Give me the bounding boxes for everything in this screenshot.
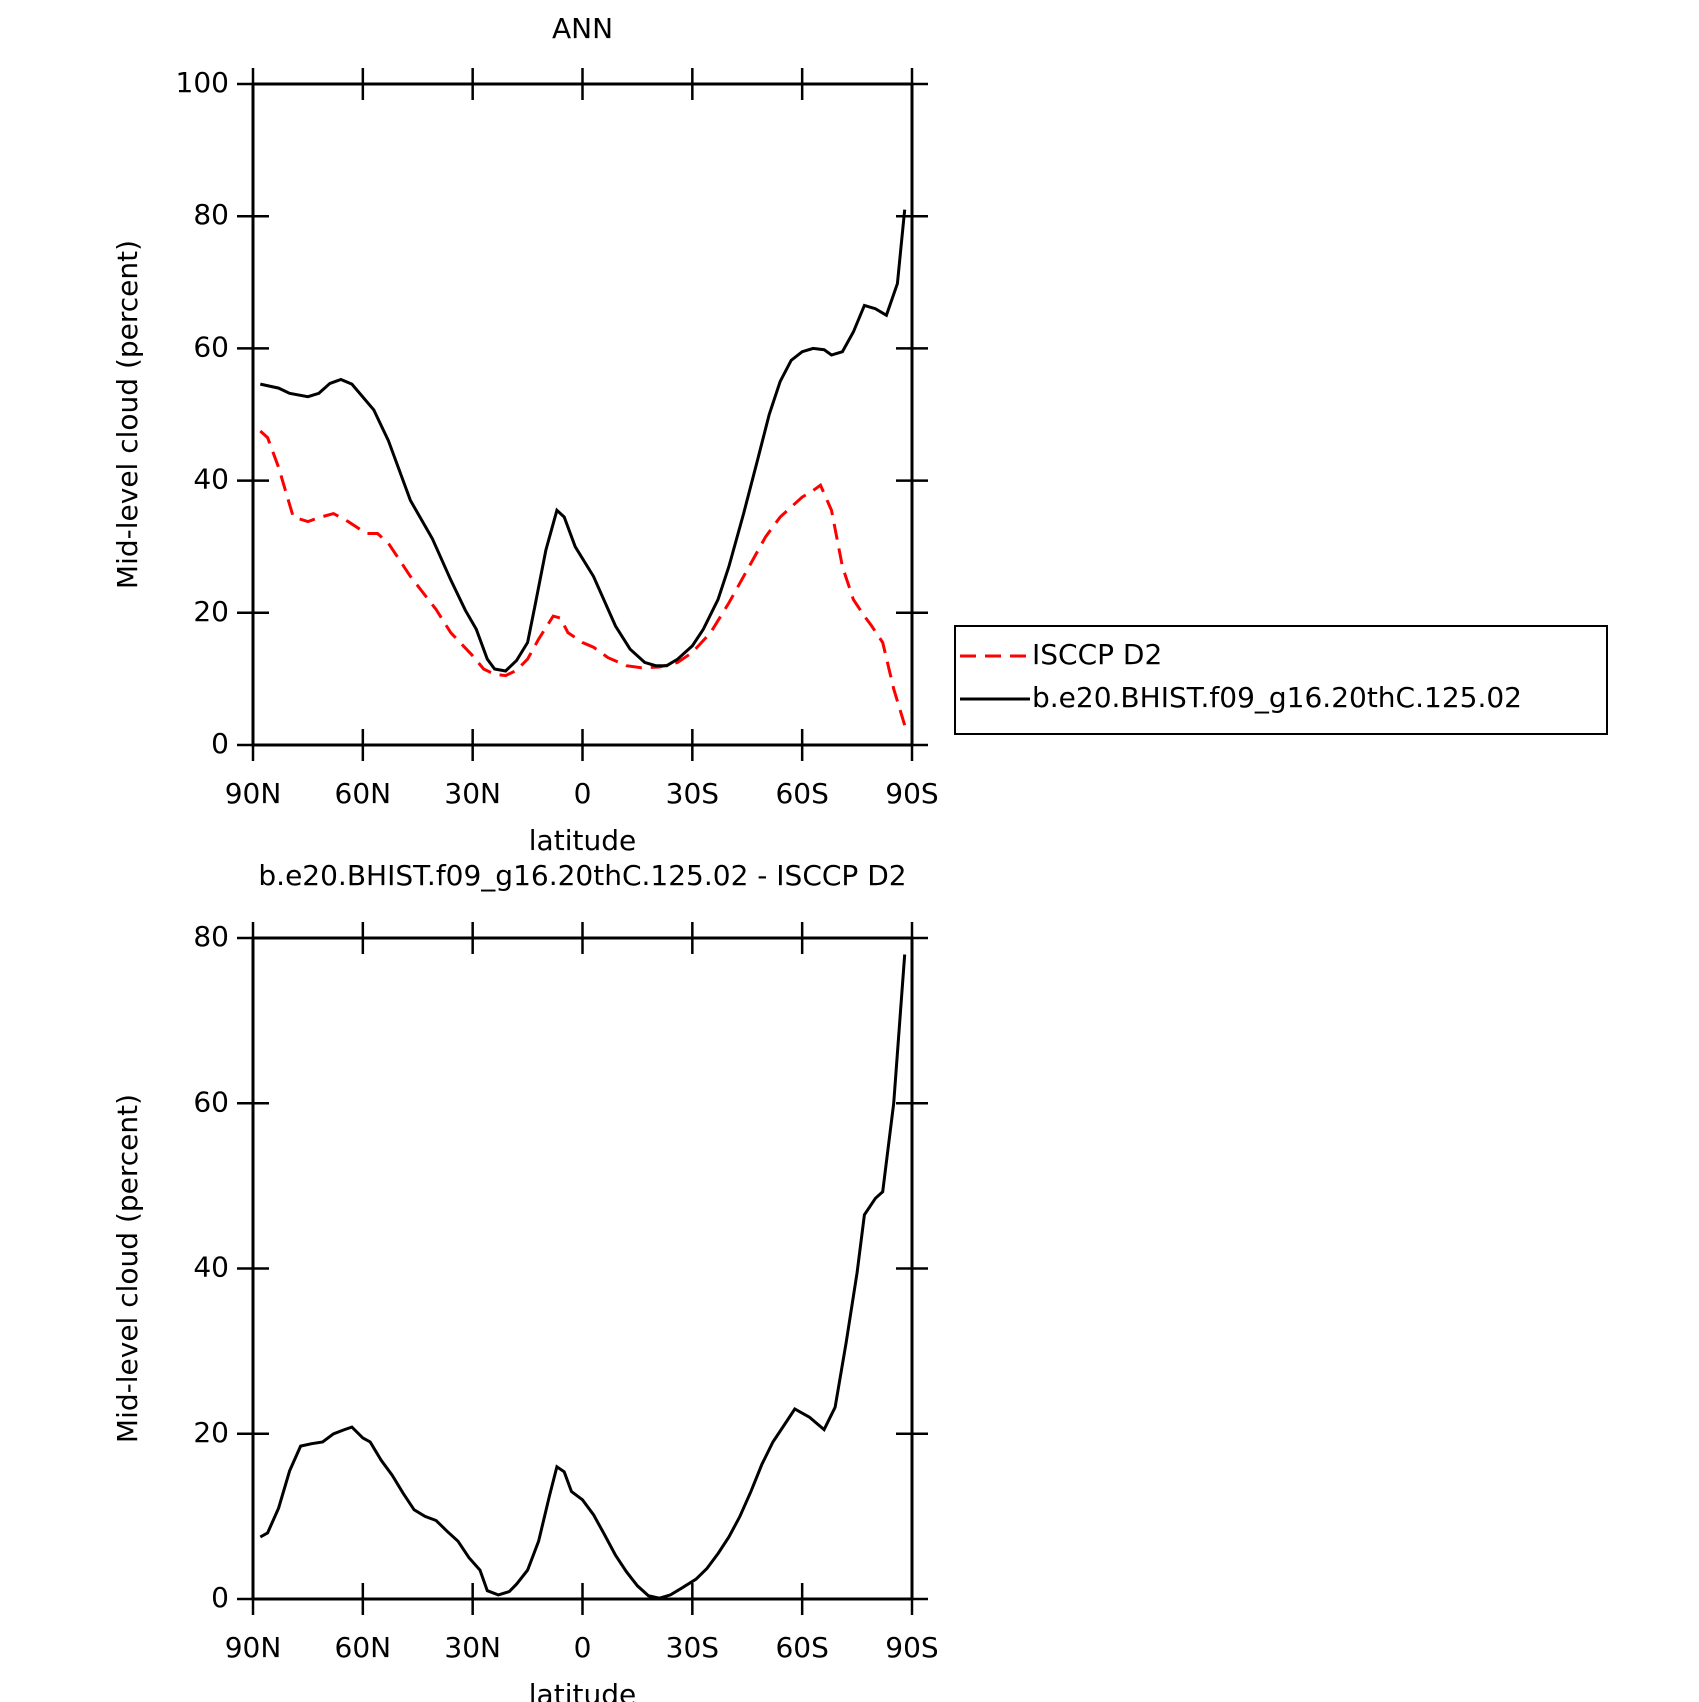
data-line [259,429,907,726]
x-tick-label: 30N [444,1631,501,1664]
x-tick-label: 60S [775,1631,828,1664]
chart-title: ANN [552,12,613,45]
y-tick-label: 20 [193,1416,229,1449]
x-tick-label: 90S [885,1631,938,1664]
y-tick-label: 60 [193,330,229,363]
x-tick-label: 90S [885,777,938,810]
x-axis-label: latitude [529,824,636,857]
plot-frame [251,82,914,747]
data-line [259,954,907,1600]
x-tick-label: 90N [225,777,282,810]
x-tick-label: 30S [666,777,719,810]
y-tick-label: 100 [176,66,229,99]
y-tick-label: 80 [193,920,229,953]
y-axis-label: Mid-level cloud (percent) [111,240,144,589]
x-tick-label: 60S [775,777,828,810]
y-axis-label: Mid-level cloud (percent) [111,1094,144,1443]
x-tick-label: 0 [574,777,592,810]
y-tick-label: 80 [193,198,229,231]
x-tick-label: 90N [225,1631,282,1664]
legend-label: ISCCP D2 [1032,638,1162,671]
x-tick-label: 0 [574,1631,592,1664]
y-tick-label: 60 [193,1085,229,1118]
x-tick-label: 60N [335,777,392,810]
y-tick-label: 0 [211,1581,229,1614]
legend-label: b.e20.BHIST.f09_g16.20thC.125.02 [1032,681,1522,714]
x-tick-label: 30S [666,1631,719,1664]
legend-box [954,625,1608,735]
x-tick-label: 60N [335,1631,392,1664]
data-line [259,209,907,673]
x-tick-label: 30N [444,777,501,810]
y-tick-label: 20 [193,595,229,628]
chart-title: b.e20.BHIST.f09_g16.20thC.125.02 - ISCCP… [258,859,906,892]
y-tick-label: 0 [211,727,229,760]
x-axis-label: latitude [529,1678,636,1702]
y-tick-label: 40 [193,463,229,496]
y-tick-label: 40 [193,1251,229,1284]
